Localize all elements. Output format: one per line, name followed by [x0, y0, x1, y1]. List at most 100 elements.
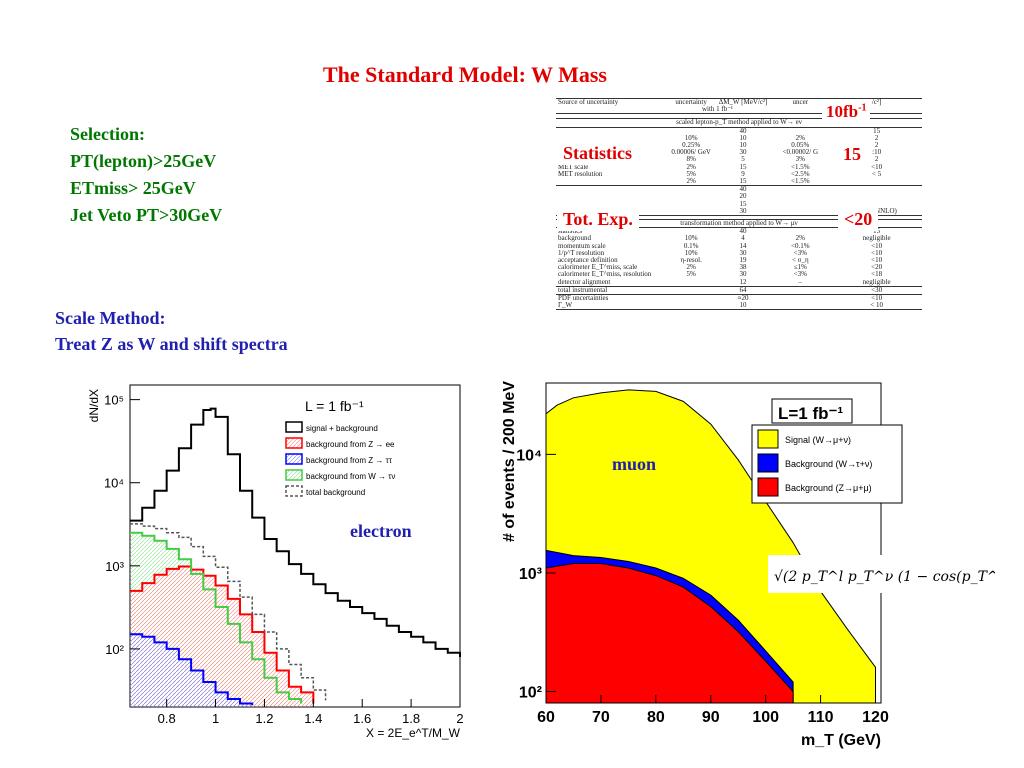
table-row: calorimeter E_T^miss, scale 2% 38 ≤1% <20 [556, 264, 922, 271]
table-row: momentum scale 0.1% 14 <0.1% <10 [556, 241, 922, 250]
table-cell [665, 185, 717, 194]
table-cell: 0.05% [791, 141, 810, 150]
x-tick-label: 120 [862, 709, 889, 726]
x-tick-label: 1.8 [402, 711, 420, 726]
table-cell: 1/p^T resolution [558, 248, 605, 257]
scale-method-block: Scale Method: Treat Z as W and shift spe… [55, 305, 288, 357]
legend-label: background from Z → ττ [306, 456, 393, 465]
series-area-2 [545, 563, 794, 704]
table-cell: 9 [741, 169, 745, 178]
x-axis-label: m_T (GeV) [801, 732, 881, 749]
table-row: 2% 15 <1.5% [556, 178, 922, 186]
x-tick-label: 1.6 [353, 711, 371, 726]
uncertainty-table: Source of uncertainty uncertainty ΔM_W [… [556, 98, 922, 344]
table-cell: acceptance definition [558, 256, 618, 265]
table-cell: 4 [741, 234, 745, 243]
scale-method-text: Treat Z as W and shift spectra [55, 334, 288, 354]
table-row: statistics 40 15 [556, 228, 922, 236]
table-cell: 38 [739, 263, 747, 272]
x-tick-label: 1.2 [255, 711, 273, 726]
table-cell: 15 [873, 126, 881, 135]
table-cell: <3% [793, 248, 807, 257]
table-row: Γ_W 10 < 10 [556, 302, 922, 311]
table-cell: ≤1% [793, 263, 807, 272]
table-cell: 10 [739, 133, 747, 142]
table-cell: η-resol. [680, 256, 702, 265]
table-cell: 15 [739, 162, 747, 171]
table-cell: <10 [831, 294, 922, 303]
legend-swatch [285, 469, 303, 481]
table-cell: 15 [739, 177, 747, 186]
table-cell: statistics [558, 227, 583, 236]
x-axis-label: X = 2E_e^T/M_W [366, 726, 461, 740]
table-cell: 2 [874, 155, 879, 164]
legend-label: Signal (W→μ+ν) [785, 435, 851, 445]
table-row: 40 [556, 185, 922, 194]
selection-line-etmiss: ETmiss> 25GeV [70, 178, 196, 198]
table-cell [769, 208, 831, 216]
table-cell: PDF uncertainties [556, 294, 666, 303]
table-cell: <10 [871, 241, 883, 250]
table-cell: 2% [795, 133, 805, 142]
table-cell: 5 [741, 155, 745, 164]
table-row: PDF uncertainties ≈20 <10 [556, 294, 922, 303]
table-cell: background [558, 234, 592, 243]
table-cell: <20 [871, 263, 883, 272]
table-cell: 0.1% [683, 241, 699, 250]
y-tick-label: 10³ [519, 566, 542, 583]
table-head-sub: with 1 fb⁻¹ [665, 106, 770, 115]
table-cell: < 5 [872, 169, 882, 178]
table-cell: 10 [716, 302, 770, 311]
x-tick-label: 1 [212, 711, 219, 726]
table-cell [666, 208, 717, 216]
legend-swatch [285, 485, 303, 497]
table-cell: < 10 [831, 302, 922, 311]
legend-swatch [285, 421, 303, 433]
legend-label: background from Z → ee [306, 440, 395, 449]
table-cell: 5% [686, 270, 696, 279]
table-cell: negligible [862, 234, 891, 243]
table-cell [831, 178, 922, 186]
table-head-source: Source of uncertainty [556, 98, 666, 107]
legend-label: total background [306, 488, 365, 497]
table-cell: 20 [739, 192, 747, 201]
x-tick-label: 1.4 [304, 711, 322, 726]
y-tick-label: 10² [519, 685, 542, 702]
x-tick-label: 100 [752, 709, 779, 726]
table-cell [666, 279, 717, 287]
x-tick-label: 90 [702, 709, 720, 726]
table-cell: <2.5% [791, 169, 810, 178]
legend-label: Background (W→τ+ν) [785, 459, 872, 469]
table-cell: 10% [684, 248, 698, 257]
table-cell [665, 302, 717, 311]
table-head-last: /c²] [831, 98, 922, 107]
table-row: MET resolution 5% 9 <2.5% < 5 [556, 169, 922, 178]
table-cell: <3% [793, 270, 807, 279]
overlay-lumi: 10fb-1 [822, 102, 871, 122]
table-cell: <1.5% [791, 177, 810, 186]
selection-block: Selection: PT(lepton)>25GeV ETmiss> 25Ge… [70, 121, 222, 229]
table-cell: <10 [871, 248, 883, 257]
series-line-1 [130, 565, 315, 704]
table-cell: 12 [739, 277, 747, 286]
table-cell: 2% [686, 263, 696, 272]
y-tick-label: 10⁵ [104, 393, 124, 408]
table-cell: 2% [686, 177, 696, 186]
x-tick-label: 60 [537, 709, 555, 726]
table-cell: detector alignment [558, 277, 611, 286]
table-cell [665, 294, 717, 303]
table-cell: 15 [873, 227, 881, 236]
table-cell: 10% [684, 133, 698, 142]
table-cell: 10% [684, 234, 698, 243]
table-cell: <10 [871, 256, 883, 265]
table-cell: 30 [739, 248, 747, 257]
table-cell: 30 [739, 206, 747, 215]
x-tick-label: 80 [647, 709, 665, 726]
x-tick-label: 2 [456, 711, 463, 726]
table-cell: 40 [716, 185, 770, 194]
table-cell [769, 294, 832, 303]
table-cell [831, 185, 922, 194]
electron-chart: 0.8 1 1.2 1.4 1.6 1.8 2 10² 10³ 10⁴ 10⁵ X = 2E_e^T/… [87, 384, 464, 740]
table-cell [556, 193, 666, 200]
table-head-uncer: uncer [769, 98, 832, 107]
